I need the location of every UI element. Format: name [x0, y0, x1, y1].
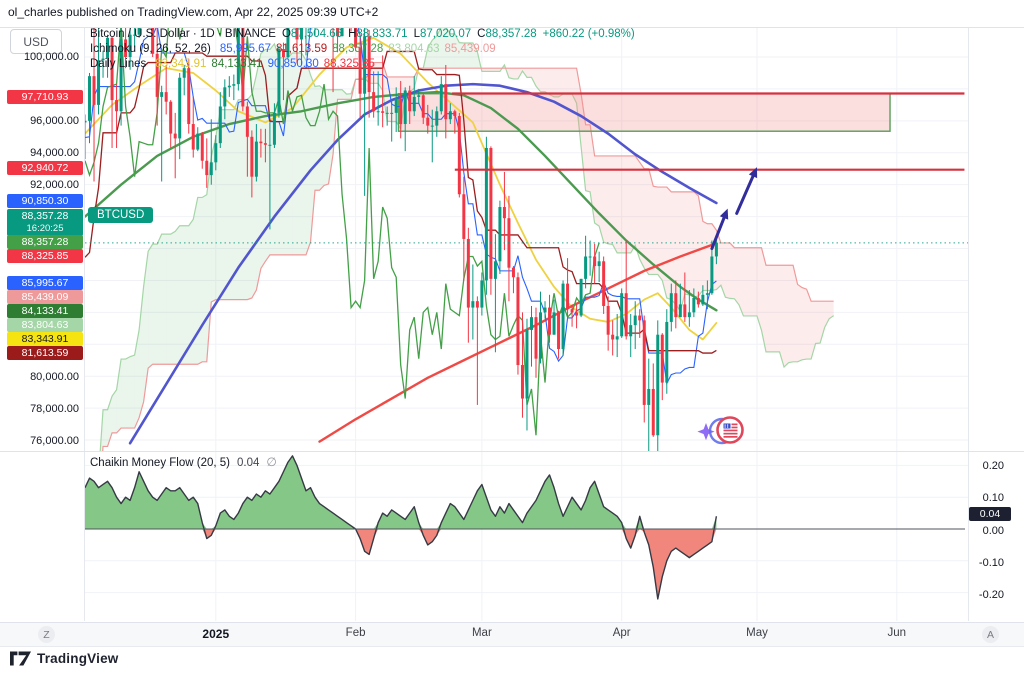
tradingview-logo-icon [10, 651, 31, 666]
indicator-value: 85,439.09 [444, 43, 496, 55]
indicator-value: 83,343.91 [155, 58, 207, 70]
footer: TradingView [10, 651, 118, 666]
hide-indicator-icon[interactable]: ∅ [266, 455, 277, 469]
price-grid-label: 100,000.00 [23, 51, 79, 63]
time-tick: Jun [887, 627, 907, 639]
indicator-value: 83,804.63 [388, 43, 440, 55]
cmf-value: 0.04 [236, 457, 260, 469]
ohlc-values: O87,504.66 H88,833.71 L87,020.07 C88,357.28 [281, 28, 537, 40]
price-badge: 97,710.93 [7, 90, 83, 104]
cmf-title: Chaikin Money Flow (20, 5) [90, 457, 230, 469]
flag-chart-watermark-icon [697, 416, 744, 445]
price-grid-label: 76,000.00 [30, 435, 79, 447]
price-grid-label: 80,000.00 [30, 371, 79, 383]
indicator-value: 85,995.67 [219, 43, 271, 55]
change-value: +860.22 (+0.98%) [542, 28, 635, 40]
price-grid-label: 92,000.00 [30, 179, 79, 191]
cmf-grid-label: -0.20 [978, 589, 1004, 601]
price-grid-label: 78,000.00 [30, 403, 79, 415]
currency-button[interactable]: USD [10, 29, 62, 54]
price-badge: 90,850.30 [7, 194, 83, 208]
price-badge: 83,343.91 [7, 332, 83, 346]
scroll-left-button[interactable]: Z [38, 626, 55, 643]
price-badge: 84,133.41 [7, 304, 83, 318]
indicator-value: 88,357.28 [332, 43, 384, 55]
time-axis[interactable]: Z A 2025 Feb Mar Apr May Jun [0, 622, 1024, 647]
price-badge: 83,804.63 [7, 318, 83, 332]
symbol-price-flag: BTCUSD [88, 207, 154, 223]
legend-ichimoku-row[interactable]: Ichimoku (9, 26, 52, 26) 85,995.67 81,613.… [90, 42, 635, 57]
price-grid-label: 96,000.00 [30, 115, 79, 127]
cmf-grid-label: 0.10 [982, 492, 1004, 504]
indicator-value: 81,613.59 [275, 43, 328, 55]
time-tick: 2025 [202, 627, 230, 641]
price-grid-label: 94,000.00 [30, 147, 79, 159]
brand-name: TradingView [37, 651, 119, 666]
price-badge: 85,439.09 [7, 290, 83, 304]
dailylines-title: Daily Lines [90, 58, 147, 70]
ichimoku-values: 85,995.67 81,613.59 88,357.28 83,804.63 85,4… [215, 43, 496, 55]
cmf-value-badge: 0.04 [969, 507, 1011, 521]
price-badge: 92,940.72 [7, 161, 83, 175]
dailylines-values: 83,343.91 84,133.41 90,850.30 88,325.85 [150, 58, 375, 70]
price-badge: 88,325.85 [7, 249, 83, 263]
price-badge: 88,357.28 16:20:25 [7, 209, 83, 236]
indicator-value: 88,325.85 [323, 58, 375, 70]
indicator-value: 90,850.30 [267, 58, 319, 70]
cmf-grid-label: -0.10 [978, 557, 1004, 569]
cmf-grid-label: 0.00 [982, 525, 1004, 537]
time-tick: Apr [612, 627, 631, 639]
symbol-title: Bitcoin / U.S. Dollar · 1D · BINANCE [90, 28, 276, 40]
time-tick: Feb [345, 627, 366, 639]
ichimoku-title: Ichimoku (9, 26, 52, 26) [90, 43, 211, 55]
indicator-value: 84,133.41 [211, 58, 263, 70]
legend-symbol-row[interactable]: Bitcoin / U.S. Dollar · 1D · BINANCE O87,… [90, 27, 635, 42]
legend: Bitcoin / U.S. Dollar · 1D · BINANCE O87,… [90, 27, 635, 72]
publish-caption: ol_charles published on TradingView.com,… [8, 5, 379, 19]
cmf-legend[interactable]: Chaikin Money Flow (20, 5) 0.04 ∅ [90, 455, 277, 469]
price-badge: 85,995.67 [7, 276, 83, 290]
price-badge: 88,357.28 [7, 235, 83, 249]
time-tick: May [746, 627, 768, 639]
cmf-grid-label: 0.20 [982, 460, 1004, 472]
price-badge: 81,613.59 [7, 346, 83, 360]
legend-dailylines-row[interactable]: Daily Lines 83,343.91 84,133.41 90,850.30 88… [90, 57, 635, 72]
time-tick: Mar [471, 627, 492, 639]
scroll-right-button[interactable]: A [982, 626, 999, 643]
